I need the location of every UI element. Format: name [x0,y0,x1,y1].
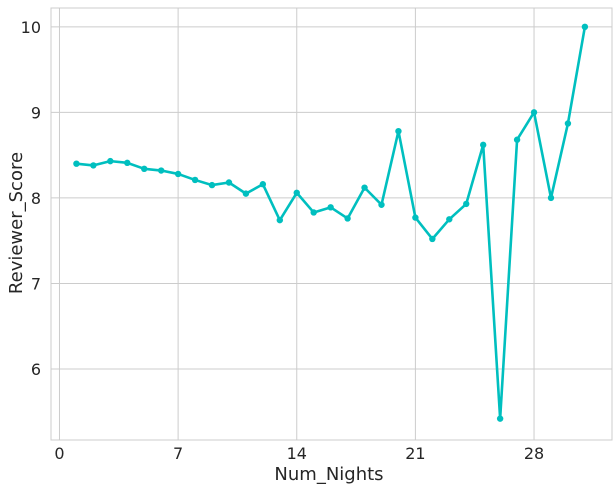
data-point [513,136,521,143]
data-point [310,209,317,216]
data-point [564,120,572,127]
data-point [344,215,351,222]
data-point [361,184,368,191]
x-tick-label: 21 [405,444,425,463]
data-point [174,170,182,178]
grid [51,8,612,440]
tick-labels: 0 7 14 21 28 6 7 8 9 10 [21,18,545,463]
data-point [73,160,80,167]
data-point [446,216,453,223]
data-point [429,235,436,243]
data-point [395,127,402,135]
series [73,23,589,422]
y-tick-label: 6 [31,360,41,379]
x-axis-title: Num_Nights [274,464,383,485]
data-point [259,181,267,188]
plot-area [50,7,613,441]
data-point [191,176,199,184]
data-point [496,415,504,422]
data-point [327,204,334,211]
data-point [276,216,284,224]
data-point [479,141,487,149]
data-point [547,194,555,202]
data-point [581,23,589,31]
data-point [530,109,538,116]
data-point [141,165,148,173]
y-tick-label: 7 [31,274,41,293]
y-axis-title: Reviewer_Score [6,152,27,294]
data-point [242,190,250,197]
data-point [107,157,114,165]
x-tick-label: 14 [287,444,307,463]
data-point [463,200,470,208]
y-tick-label: 8 [31,189,41,208]
x-tick-label: 7 [173,444,183,463]
x-tick-label: 28 [524,444,544,463]
y-tick-label: 10 [21,18,41,37]
data-point [208,181,216,189]
data-point [293,189,300,196]
data-point [124,159,131,167]
data-point [378,201,385,208]
data-point [225,179,233,186]
data-point [412,214,419,221]
data-point [157,167,165,174]
x-tick-label: 0 [54,444,64,463]
data-point [90,162,97,169]
y-tick-label: 9 [31,103,41,122]
